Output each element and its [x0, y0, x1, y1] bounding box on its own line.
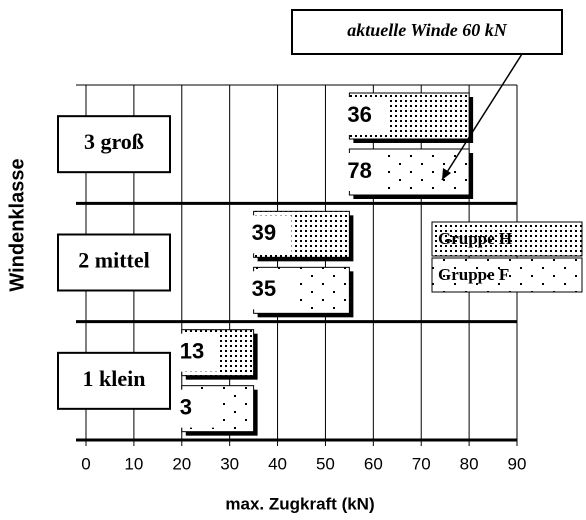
- x-tick-label: 70: [412, 454, 431, 473]
- value-label: 35: [252, 276, 276, 301]
- x-tick-label: 40: [268, 454, 287, 473]
- category-label: 1 klein: [83, 366, 146, 391]
- value-label: 3: [180, 394, 192, 419]
- chart: Windenklasse max. Zugkraft (kN) aktuelle…: [0, 0, 586, 520]
- x-tick-label: 30: [220, 454, 239, 473]
- category-label: 3 groß: [84, 129, 144, 154]
- category-label: 2 mittel: [78, 248, 149, 273]
- legend-label: Gruppe F: [438, 265, 509, 284]
- annotation: aktuelle Winde 60 kN: [347, 20, 508, 40]
- value-label: 39: [252, 220, 276, 245]
- x-tick-label: 10: [124, 454, 143, 473]
- x-tick-label: 90: [508, 454, 527, 473]
- legend-label: Gruppe H: [438, 229, 512, 248]
- y-axis-title: Windenklasse: [6, 158, 28, 291]
- x-tick-label: 60: [364, 454, 383, 473]
- x-tick-label: 50: [316, 454, 335, 473]
- x-axis-title: max. Zugkraft (kN): [225, 494, 374, 513]
- value-label: 13: [180, 338, 204, 363]
- x-tick-label: 80: [460, 454, 479, 473]
- value-label: 36: [347, 102, 371, 127]
- page: {"chart_data": {"type": "bar", "xlabel":…: [0, 0, 586, 520]
- x-tick-label: 20: [172, 454, 191, 473]
- value-label: 78: [347, 158, 371, 183]
- x-tick-label: 0: [81, 454, 90, 473]
